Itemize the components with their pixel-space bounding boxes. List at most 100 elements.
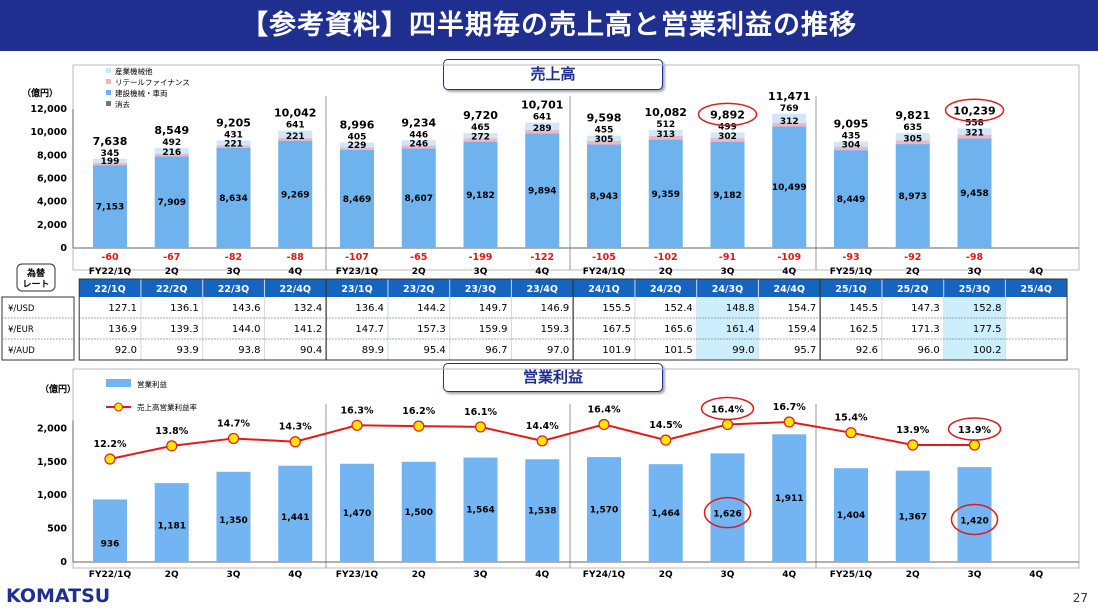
- sales-construction-value: 9,182: [713, 191, 741, 201]
- sales-elimination-value: -82: [225, 252, 242, 263]
- sales-bar-retail-finance: [525, 130, 560, 134]
- sales-retail-value: 305: [903, 135, 922, 145]
- sales-bar-retail-finance: [648, 135, 683, 140]
- sales-x-tick-label: 3Q: [968, 267, 982, 277]
- fx-label-line1: 為替: [26, 267, 46, 279]
- sales-y-tick-label: 6,000: [37, 174, 67, 185]
- op-bar: [216, 471, 251, 562]
- op-bar: [834, 468, 868, 562]
- op-x-tick-label: 3Q: [721, 570, 735, 580]
- op-rate-marker: [474, 421, 487, 433]
- op-y-tick-label: 0: [60, 557, 67, 568]
- sales-bar-industrial: [710, 132, 745, 139]
- sales-bar-industrial: [154, 148, 189, 154]
- op-bar-value: 1,570: [590, 506, 618, 516]
- sales-bar-industrial: [401, 140, 436, 146]
- sales-industrial-value: 345: [101, 149, 120, 159]
- fx-cell-value: 152.8: [973, 303, 1002, 314]
- sales-industrial-value: 446: [409, 130, 428, 140]
- sales-bar-retail-finance: [772, 122, 807, 127]
- op-rate-marker: [660, 434, 672, 446]
- sales-construction-value: 9,894: [528, 187, 556, 197]
- fx-cell-value: 171.3: [911, 324, 940, 335]
- sales-legend-label: 産業機械他: [115, 66, 153, 76]
- op-bar-value: 936: [101, 540, 120, 550]
- fx-header-cell: 22/3Q: [218, 284, 249, 295]
- fx-cell-value: 136.9: [108, 324, 137, 335]
- fx-cell-value: 146.9: [541, 303, 570, 314]
- sales-total-label: 8,549: [154, 124, 189, 137]
- sales-retail-value: 216: [162, 148, 181, 158]
- op-bar-value: 1,470: [343, 509, 371, 519]
- sales-retail-value: 321: [965, 129, 984, 139]
- fx-highlight-column: [696, 297, 759, 360]
- op-rate-label: 14.4%: [526, 421, 559, 432]
- op-bar: [278, 465, 313, 562]
- fx-cell-value: 167.5: [602, 324, 631, 335]
- sales-x-tick-label: 3Q: [227, 267, 241, 277]
- op-x-tick-label: 2Q: [659, 570, 673, 580]
- op-rate-label: 13.9%: [958, 425, 991, 436]
- sales-construction-value: 8,469: [343, 195, 371, 205]
- op-bar-value: 1,441: [281, 513, 309, 523]
- op-bar-value: 1,464: [652, 509, 680, 519]
- sales-bar-construction: [401, 148, 436, 248]
- sales-industrial-value: 641: [533, 113, 552, 123]
- sales-total-label: 10,239: [953, 104, 995, 117]
- sales-bar-construction: [463, 141, 498, 248]
- fx-header-cell: 24/2Q: [650, 284, 681, 295]
- fx-cell-value: 144.2: [417, 303, 446, 314]
- komatsu-logo: KOMATSU: [6, 585, 111, 607]
- fx-cell-value: 165.6: [664, 324, 693, 335]
- sales-total-label: 9,720: [463, 109, 498, 122]
- fx-header-cell: 22/4Q: [280, 284, 311, 295]
- sales-industrial-value: 492: [162, 138, 181, 148]
- fx-header-cell: 25/2Q: [897, 284, 928, 295]
- op-bar: [772, 434, 807, 562]
- op-rate-marker: [413, 420, 425, 432]
- sales-bar-construction: [340, 149, 374, 248]
- op-legend-bar-swatch: [106, 379, 131, 387]
- sales-industrial-value: 431: [224, 130, 243, 140]
- fx-cell-value: 101.9: [602, 345, 631, 356]
- sales-bar-retail-finance: [834, 146, 868, 151]
- sales-bar-retail-finance: [216, 145, 251, 148]
- sales-total-label: 11,471: [768, 90, 810, 103]
- sales-total-label: 9,234: [401, 116, 436, 129]
- op-bar: [93, 499, 127, 562]
- sales-construction-value: 8,634: [219, 194, 247, 204]
- fx-highlight-column: [943, 297, 1006, 360]
- op-x-tick-label: FY24/1Q: [583, 570, 626, 580]
- sales-legend-swatch: [106, 101, 111, 106]
- sales-legend-swatch: [106, 68, 111, 73]
- sales-elimination-value: -109: [777, 252, 801, 263]
- op-rate-marker: [104, 453, 116, 465]
- op-rate-marker: [845, 427, 857, 439]
- op-x-tick-label: FY25/1Q: [830, 570, 873, 580]
- sales-x-tick-label: 4Q: [1029, 267, 1043, 277]
- sales-construction-value: 8,607: [405, 194, 433, 204]
- sales-total-label: 9,821: [895, 109, 930, 122]
- sales-bar-retail-finance: [340, 147, 374, 150]
- sales-x-tick-label: FY24/1Q: [583, 267, 626, 277]
- sales-bar-retail-finance: [587, 140, 621, 145]
- sales-total-label: 9,892: [710, 108, 745, 121]
- sales-x-tick-label: FY22/1Q: [89, 267, 132, 277]
- sales-industrial-value: 435: [842, 132, 861, 142]
- sales-industrial-value: 455: [595, 126, 614, 136]
- sales-legend-swatch: [106, 90, 111, 95]
- fx-cell-value: 177.5: [973, 324, 1002, 335]
- op-bar: [340, 463, 374, 562]
- op-y-tick-label: 500: [47, 524, 67, 535]
- op-rate-marker: [289, 436, 301, 448]
- op-rate-label: 12.2%: [94, 439, 127, 450]
- sales-total-highlight-circle: [697, 102, 758, 127]
- sales-construction-value: 8,449: [837, 195, 865, 205]
- op-rate-marker: [166, 440, 178, 452]
- sales-construction-value: 8,973: [899, 192, 927, 202]
- op-rate-label: 14.3%: [279, 422, 312, 433]
- sales-total-label: 9,205: [216, 116, 251, 129]
- sales-industrial-value: 769: [780, 104, 799, 114]
- fx-cell-value: 100.2: [973, 345, 1002, 356]
